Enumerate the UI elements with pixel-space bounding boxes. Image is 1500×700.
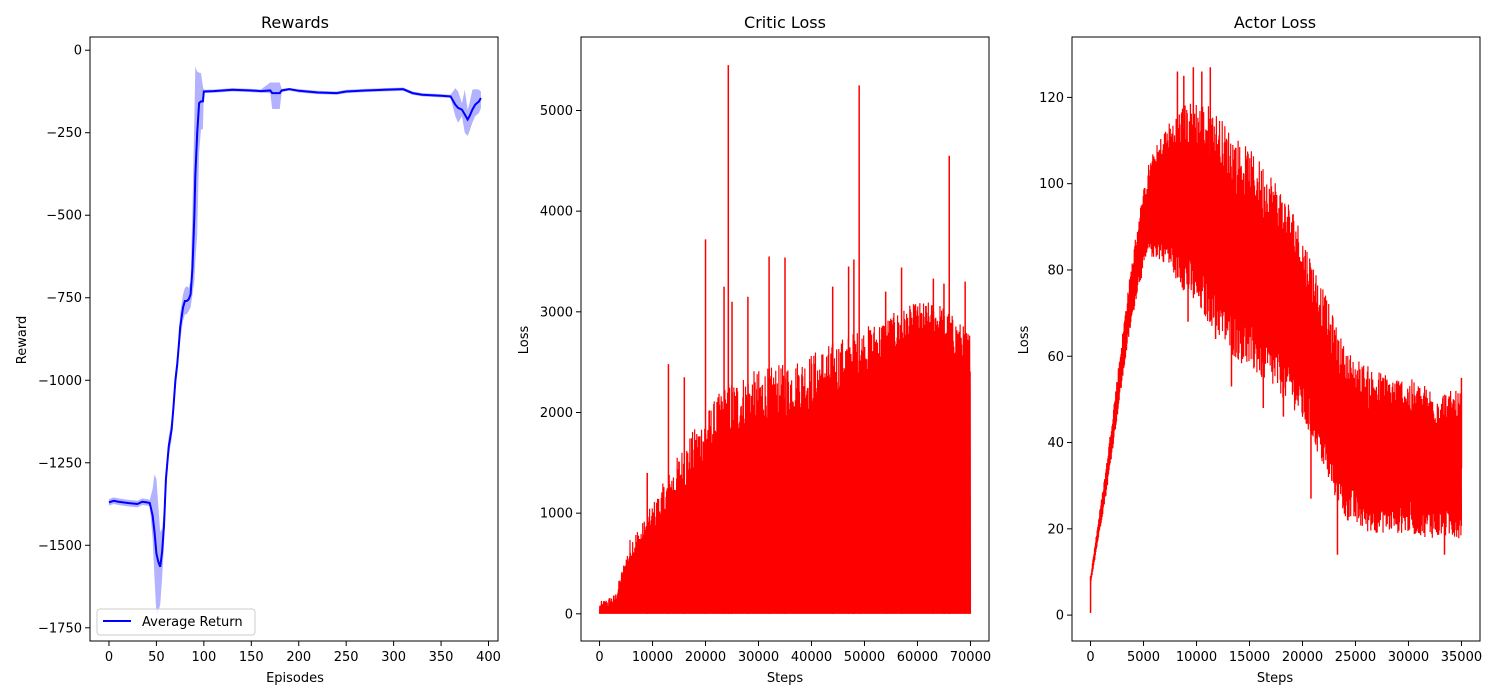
x-tick-label: 0 [1086,650,1094,665]
actor-loss-panel: Actor Loss Steps Loss 0 5000 10000 15000 200… [1017,13,1482,686]
y-ticks: 0 20 40 60 80 100 120 [1039,91,1072,624]
x-tick-label: 150 [239,650,264,665]
y-tick-label: 100 [1039,177,1064,192]
y-tick-label: 80 [1047,263,1064,278]
y-tick-label: 120 [1039,91,1064,106]
y-tick-label: 60 [1047,350,1064,365]
x-ticks: 0 10000 20000 30000 40000 50000 60000 70000 [595,641,991,665]
x-tick-label: 0 [105,650,113,665]
x-tick-label: 100 [191,650,216,665]
x-tick-label: 30000 [738,650,779,665]
y-tick-label: −250 [46,126,82,141]
x-tick-label: 20000 [685,650,726,665]
x-tick-label: 40000 [791,650,832,665]
x-tick-label: 350 [429,650,454,665]
average-return-series [108,88,482,568]
average-return-line [108,88,482,568]
rewards-panel: Rewards Episodes Reward 0 50 100 150 200 250 3… [15,13,501,686]
x-tick-label: 400 [476,650,501,665]
y-tick-label: −1750 [38,621,82,636]
y-tick-label: 4000 [540,205,573,220]
plot-frame [580,36,990,642]
y-tick-label: 1000 [540,507,573,522]
x-tick-label: 200 [286,650,311,665]
legend: Average Return [96,608,256,636]
y-tick-label: 0 [1056,609,1064,624]
y-tick-label: −500 [46,209,82,224]
y-tick-label: 2000 [540,406,573,421]
x-tick-label: 50 [148,650,165,665]
chart-title: Actor Loss [1234,13,1316,32]
y-axis-label: Loss [517,326,532,355]
x-axis-label: Steps [1257,671,1294,686]
x-ticks: 0 50 100 150 200 250 300 350 400 [105,641,501,665]
x-tick-label: 20000 [1282,650,1323,665]
x-tick-label: 60000 [897,650,938,665]
y-axis-label: Reward [15,316,30,364]
x-tick-label: 10000 [1176,650,1217,665]
x-tick-label: 300 [381,650,406,665]
chart-title: Rewards [261,13,329,32]
x-ticks: 0 5000 10000 15000 20000 25000 30000 35000 [1086,641,1482,665]
x-tick-label: 35000 [1441,650,1482,665]
y-axis-label: Loss [1017,326,1032,355]
y-ticks: 0 1000 2000 3000 4000 5000 [540,104,581,622]
x-axis-label: Episodes [266,671,324,686]
y-tick-label: 5000 [540,104,573,119]
plot-frame [1071,36,1481,642]
legend-box [96,608,256,636]
legend-entry: Average Return [142,615,243,630]
y-tick-label: 0 [74,44,82,59]
actor-loss-line [1089,67,1463,613]
x-tick-label: 15000 [1229,650,1270,665]
x-tick-label: 30000 [1388,650,1429,665]
x-tick-label: 250 [334,650,359,665]
y-tick-label: 40 [1047,436,1064,451]
y-tick-label: 3000 [540,305,573,320]
chart-title: Critic Loss [744,13,826,32]
x-tick-label: 25000 [1335,650,1376,665]
y-tick-label: −1250 [38,456,82,471]
critic-loss-line [598,65,972,614]
y-tick-label: 20 [1047,522,1064,537]
critic-loss-panel: Critic Loss Steps Loss 0 10000 20000 30000 4… [517,13,991,686]
y-tick-label: 0 [565,607,573,622]
reward-band [108,66,481,615]
x-tick-label: 10000 [632,650,673,665]
plot-frame [89,36,499,642]
actor-loss-series [1089,103,1463,585]
y-tick-label: −1000 [38,374,82,389]
x-tick-label: 0 [595,650,603,665]
confidence-band [108,66,481,615]
y-tick-label: −750 [46,291,82,306]
x-tick-label: 5000 [1127,650,1160,665]
y-ticks: 0 −250 −500 −750 −1000 −1250 −1500 −1750 [38,44,90,636]
x-tick-label: 70000 [950,650,991,665]
x-axis-label: Steps [767,671,804,686]
x-tick-label: 50000 [844,650,885,665]
y-tick-label: −1500 [38,539,82,554]
